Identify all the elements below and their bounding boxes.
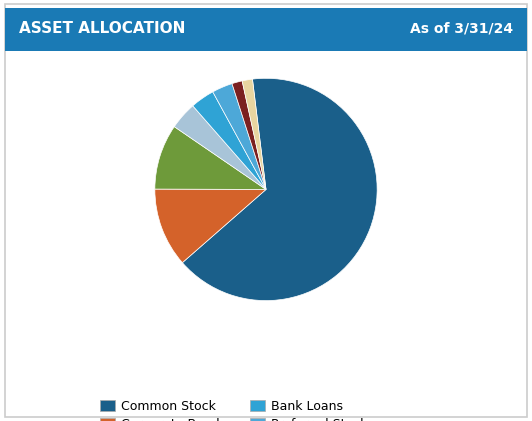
Text: As of 3/31/24: As of 3/31/24 (410, 21, 513, 36)
FancyBboxPatch shape (5, 8, 527, 51)
Legend: Bank Loans, Preferred Stock, Other, Asset Backed: Bank Loans, Preferred Stock, Other, Asse… (250, 400, 368, 421)
Wedge shape (232, 81, 266, 189)
Wedge shape (213, 84, 266, 189)
Wedge shape (182, 78, 377, 301)
Wedge shape (155, 189, 266, 263)
Text: ASSET ALLOCATION: ASSET ALLOCATION (19, 21, 185, 36)
Wedge shape (174, 106, 266, 189)
FancyBboxPatch shape (5, 4, 527, 417)
Wedge shape (193, 92, 266, 189)
Wedge shape (155, 127, 266, 189)
Wedge shape (242, 79, 266, 189)
